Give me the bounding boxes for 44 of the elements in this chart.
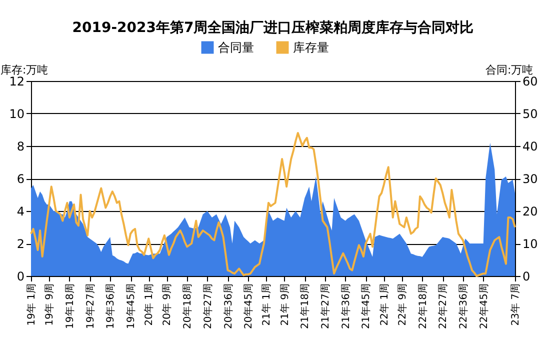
x-tick-label: 22年36周 xyxy=(457,284,470,329)
x-tick-label: 19年 1周 xyxy=(26,284,38,326)
y-tick-label: 0 xyxy=(16,270,24,284)
y2-tick-label: 10 xyxy=(522,237,538,251)
chart-title: 2019-2023年第7周全国油厂进口压榨菜粕周度库存与合同对比 xyxy=(72,19,474,36)
y-tick-label: 8 xyxy=(16,140,24,154)
x-tick-label: 22年 1周 xyxy=(378,284,390,326)
legend-label: 库存量 xyxy=(293,40,329,55)
y2-tick-label: 0 xyxy=(522,270,530,284)
x-tick-label: 20年27周 xyxy=(202,284,214,329)
y-tick-label: 12 xyxy=(9,74,24,88)
x-tick-label: 21年18周 xyxy=(299,284,312,329)
y2-tick-label: 50 xyxy=(522,107,538,121)
x-tick-label: 20年45周 xyxy=(242,284,255,329)
x-tick-label: 21年36周 xyxy=(340,284,352,329)
x-tick-label: 20年18周 xyxy=(182,284,194,329)
x-tick-label: 19年 9周 xyxy=(44,284,56,326)
x-tick-label: 21年45周 xyxy=(360,284,372,329)
x-tick-label: 22年45周 xyxy=(478,284,490,329)
x-tick-label: 22年 9周 xyxy=(396,284,408,326)
x-tick-label: 20年 9周 xyxy=(161,284,174,326)
y-tick-label: 10 xyxy=(9,107,24,121)
x-tick-label: 21年 9周 xyxy=(278,284,291,326)
x-tick-label: 23年 7周 xyxy=(510,284,522,326)
y-tick-label: 2 xyxy=(16,237,24,251)
x-tick-label: 21年 1周 xyxy=(260,284,273,326)
legend-label: 合同量 xyxy=(218,40,254,55)
y-tick-label: 4 xyxy=(16,204,24,218)
y-tick-label: 6 xyxy=(16,172,24,186)
y2-tick-label: 20 xyxy=(522,204,538,218)
x-tick-label: 20年36周 xyxy=(222,284,234,329)
x-tick-label: 21年27周 xyxy=(320,284,332,329)
x-tick-label: 19年18周 xyxy=(64,284,76,329)
x-tick-label: 19年36周 xyxy=(104,284,117,329)
y2-axis-title: 合同:万吨 xyxy=(486,64,534,76)
x-tick-label: 19年27周 xyxy=(84,284,96,329)
y-axis-title: 库存:万吨 xyxy=(0,64,48,76)
x-tick-label: 22年18周 xyxy=(416,284,429,329)
y2-tick-label: 30 xyxy=(522,172,538,186)
y2-tick-label: 40 xyxy=(522,140,538,154)
y2-tick-label: 60 xyxy=(522,74,538,88)
x-tick-label: 22年27周 xyxy=(437,284,450,329)
x-tick-label: 20年 1周 xyxy=(143,284,156,326)
x-tick-label: 19年45周 xyxy=(125,284,138,329)
